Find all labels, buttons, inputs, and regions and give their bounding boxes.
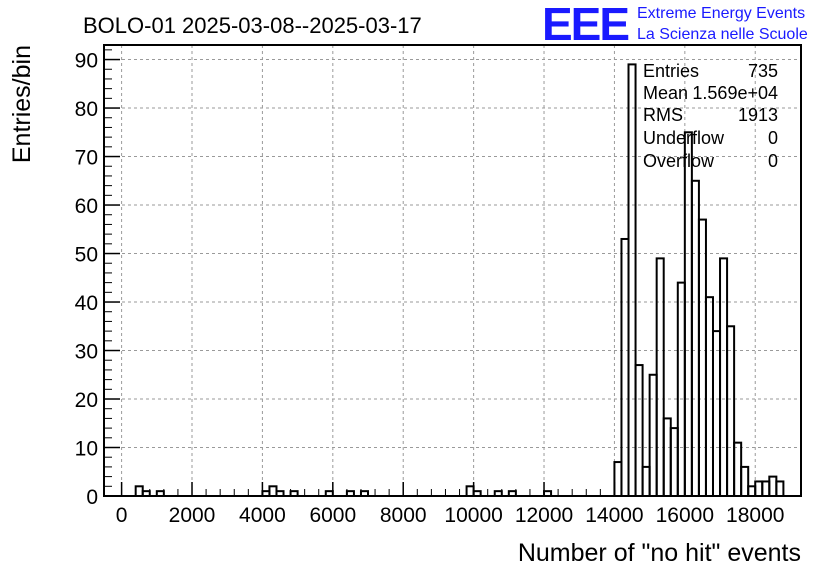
histogram-bin (268, 485, 278, 498)
histogram-bin (134, 485, 144, 498)
x-tick-label: 0 (116, 504, 128, 527)
y-tick-label: 70 (75, 147, 98, 170)
histogram-bin (683, 131, 693, 498)
x-tick-label: 16000 (656, 504, 714, 527)
histogram-bin (726, 325, 736, 498)
y-tick-label: 0 (86, 486, 98, 509)
y-tick-label: 40 (75, 292, 98, 315)
stats-box: Entries 735 Mean 1.569e+04 RMS 1913 Unde… (643, 61, 778, 171)
stats-entries-label: Entries (643, 61, 699, 81)
stats-rms-value: 1913 (738, 105, 778, 125)
grid-lines (104, 45, 801, 496)
histogram-bin (719, 257, 729, 497)
histogram-bin (676, 281, 686, 497)
histogram-bin (775, 480, 785, 497)
histogram-bin (634, 364, 644, 497)
histogram-bin (761, 480, 771, 497)
logo-line2: La Scienza nelle Scuole (637, 26, 808, 43)
histogram-bin (747, 485, 757, 498)
stats-mean-value: 1.569e+04 (692, 83, 778, 103)
y-tick-label: 90 (75, 50, 98, 73)
axis-ticks: 0 2000 4000 6000 8000 10000 12000 14000 16000 180… (75, 49, 784, 527)
histogram-bin (641, 465, 651, 498)
y-tick-label: 60 (75, 195, 98, 218)
stats-underflow-value: 0 (768, 128, 778, 148)
chart-title: BOLO-01 2025-03-08--2025-03-17 (83, 13, 422, 38)
y-tick-label: 20 (75, 389, 98, 412)
histogram-bin (613, 461, 623, 498)
y-tick-label: 50 (75, 244, 98, 267)
histogram-bin (754, 480, 764, 497)
x-tick-label: 2000 (169, 504, 216, 527)
x-tick-label: 12000 (515, 504, 573, 527)
histogram-bin (768, 475, 778, 497)
histogram-bin (704, 296, 714, 498)
histogram-bin (669, 427, 679, 497)
stats-underflow-label: Underflow (643, 128, 725, 148)
x-tick-label: 18000 (726, 504, 784, 527)
histogram-bin (620, 237, 630, 498)
eee-logo: EEE Extreme Energy Events La Scienza nel… (542, 0, 808, 50)
x-tick-label: 10000 (444, 504, 502, 527)
stats-overflow-value: 0 (768, 151, 778, 171)
histogram-bin (711, 330, 722, 497)
histogram-bin (655, 257, 665, 497)
y-tick-label: 10 (75, 438, 98, 461)
histogram-bin (740, 465, 750, 498)
histogram-bin (662, 417, 672, 497)
x-tick-label: 8000 (380, 504, 427, 527)
x-tick-label: 6000 (309, 504, 356, 527)
histogram-bin (733, 441, 743, 497)
stats-mean-label: Mean (643, 83, 688, 103)
histogram-bin (627, 63, 637, 497)
histogram-bin (465, 485, 475, 498)
y-axis-title: Entries/bin (8, 45, 36, 163)
logo-letters: EEE (542, 0, 628, 50)
stats-overflow-label: Overflow (643, 151, 715, 171)
logo-line1: Extreme Energy Events (637, 5, 805, 22)
y-tick-label: 80 (75, 98, 98, 121)
x-axis-title: Number of "no hit" events (518, 539, 801, 567)
y-tick-label: 30 (75, 341, 98, 364)
histogram-bin (690, 179, 700, 497)
stats-rms-label: RMS (643, 105, 683, 125)
stats-entries-value: 735 (748, 61, 778, 81)
plot-frame (103, 44, 802, 497)
x-tick-label: 14000 (585, 504, 643, 527)
x-tick-label: 4000 (239, 504, 286, 527)
histogram-bin (697, 218, 707, 497)
histogram-bin (648, 373, 658, 497)
